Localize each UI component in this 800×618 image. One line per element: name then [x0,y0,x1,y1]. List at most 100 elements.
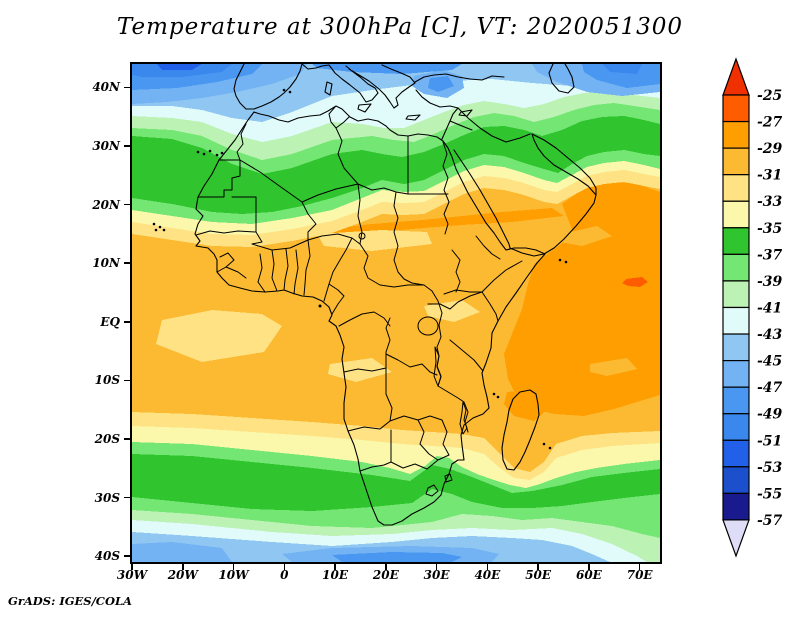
colorbar-label: -39 [757,274,783,290]
colorbar-label: -49 [757,407,783,423]
temp-band [582,64,660,88]
colorbar-label: -57 [757,513,783,529]
lat-tick-label: 20N [92,197,120,212]
coastline-middle-east [414,64,597,257]
colorbar-cell [722,386,750,415]
colorbar-cell [722,94,750,123]
temp-band [317,230,432,251]
colorbar-cell [722,147,750,176]
colorbar-label: -47 [757,380,783,396]
colorbar: -25 -27 -29 -31 -33 -35 -37 -39 -41 -43 -45 -47 -49 -… [722,57,783,558]
colorbar-label: -37 [757,247,783,263]
lat-tick-label: 20S [94,431,120,446]
lon-tick [283,563,286,570]
lon-tick [131,563,133,570]
colorbar-label: -45 [757,354,782,370]
colorbar-label: -51 [757,433,782,449]
lat-tick [124,379,131,382]
lon-tick-label: 70E [626,568,653,582]
colorbar-cell [722,466,750,494]
lat-tick-label: EQ [100,314,120,329]
lat-tick [124,555,131,557]
colorbar-cell [722,280,750,309]
temp-band [602,64,642,74]
colorbar-label: -25 [757,88,782,104]
lon-tick-label: 20W [167,568,198,582]
lon-tick-label: 10E [322,568,348,582]
lakes [358,232,468,435]
colorbar-cell [722,200,750,229]
temp-band [312,64,462,74]
river-nile [442,141,450,235]
colorbar-arrow-top [722,57,750,96]
coastline-europe [233,64,421,121]
lat-tick-label: 30S [94,490,120,505]
temperature-field [132,64,660,562]
temp-band [132,454,660,511]
lon-tick [232,563,235,570]
colorbar-cell [722,253,750,282]
temp-band [560,226,612,246]
lon-tick [588,563,590,570]
lon-tick [182,563,184,570]
temp-band [590,358,637,376]
colorbar-label: -27 [757,115,783,131]
lat-tick [124,145,131,147]
lat-tick [124,438,131,440]
colorbar-label: -35 [757,221,782,237]
lat-tick [124,262,131,264]
colorbar-arrow-bottom [722,519,750,558]
lon-tick-label: 40E [474,568,501,582]
lat-tick-label: 10S [94,373,120,388]
colorbar-cell [722,413,750,441]
lon-tick [638,563,641,570]
colorbar-label: -33 [757,194,783,210]
colorbar-label: -53 [757,460,783,476]
temp-band [622,277,648,287]
lat-tick-label: 40S [94,549,120,564]
island-dots [152,88,568,450]
colorbar-cell [722,174,750,202]
lon-tick-label: 10W [218,568,249,582]
colorbar-cell [722,360,750,388]
temp-band [332,552,462,562]
lon-tick [537,563,539,570]
colorbar-label: -31 [757,168,782,184]
lon-tick-label: 30E [423,568,450,582]
colorbar-label: -29 [757,141,783,157]
temp-band [504,181,660,416]
lat-tick-label: 30N [92,139,120,154]
lat-tick [124,321,131,323]
lon-tick [385,563,387,570]
lat-tick-label: 40N [92,80,120,95]
lon-tick [334,563,336,570]
lat-tick [124,496,131,499]
lon-tick [486,563,489,570]
lon-tick-label: 30W [116,568,148,582]
colorbar-label: -43 [757,327,783,343]
colorbar-cell [722,306,750,335]
colorbar-cell [722,439,750,468]
temp-band [424,300,480,322]
temp-band [157,64,202,70]
colorbar-label: -41 [757,300,782,316]
colorbar-label: -55 [757,486,782,502]
temp-band [322,208,564,236]
colorbar-cell [722,120,750,149]
colorbar-cell [722,492,750,521]
colorbar-cell [722,333,750,362]
lon-tick-label: 20E [372,568,399,582]
temp-band [132,116,660,214]
colorbar-cell [722,227,750,255]
temp-band [428,76,454,92]
grads-attribution: GrADS: IGES/COLA [8,594,132,608]
temp-band [132,64,232,77]
coastline-africa [194,105,546,526]
temperature-map [132,64,660,562]
map-overlays [152,64,597,526]
lon-tick-label: 0 [280,568,289,582]
map-frame: 40N 30N 20N 10N EQ 10S 20S 30S 40S 30W 20W 10W 0 10E… [92,62,662,582]
coastline-madagascar [501,389,540,471]
lon-tick [435,563,438,570]
